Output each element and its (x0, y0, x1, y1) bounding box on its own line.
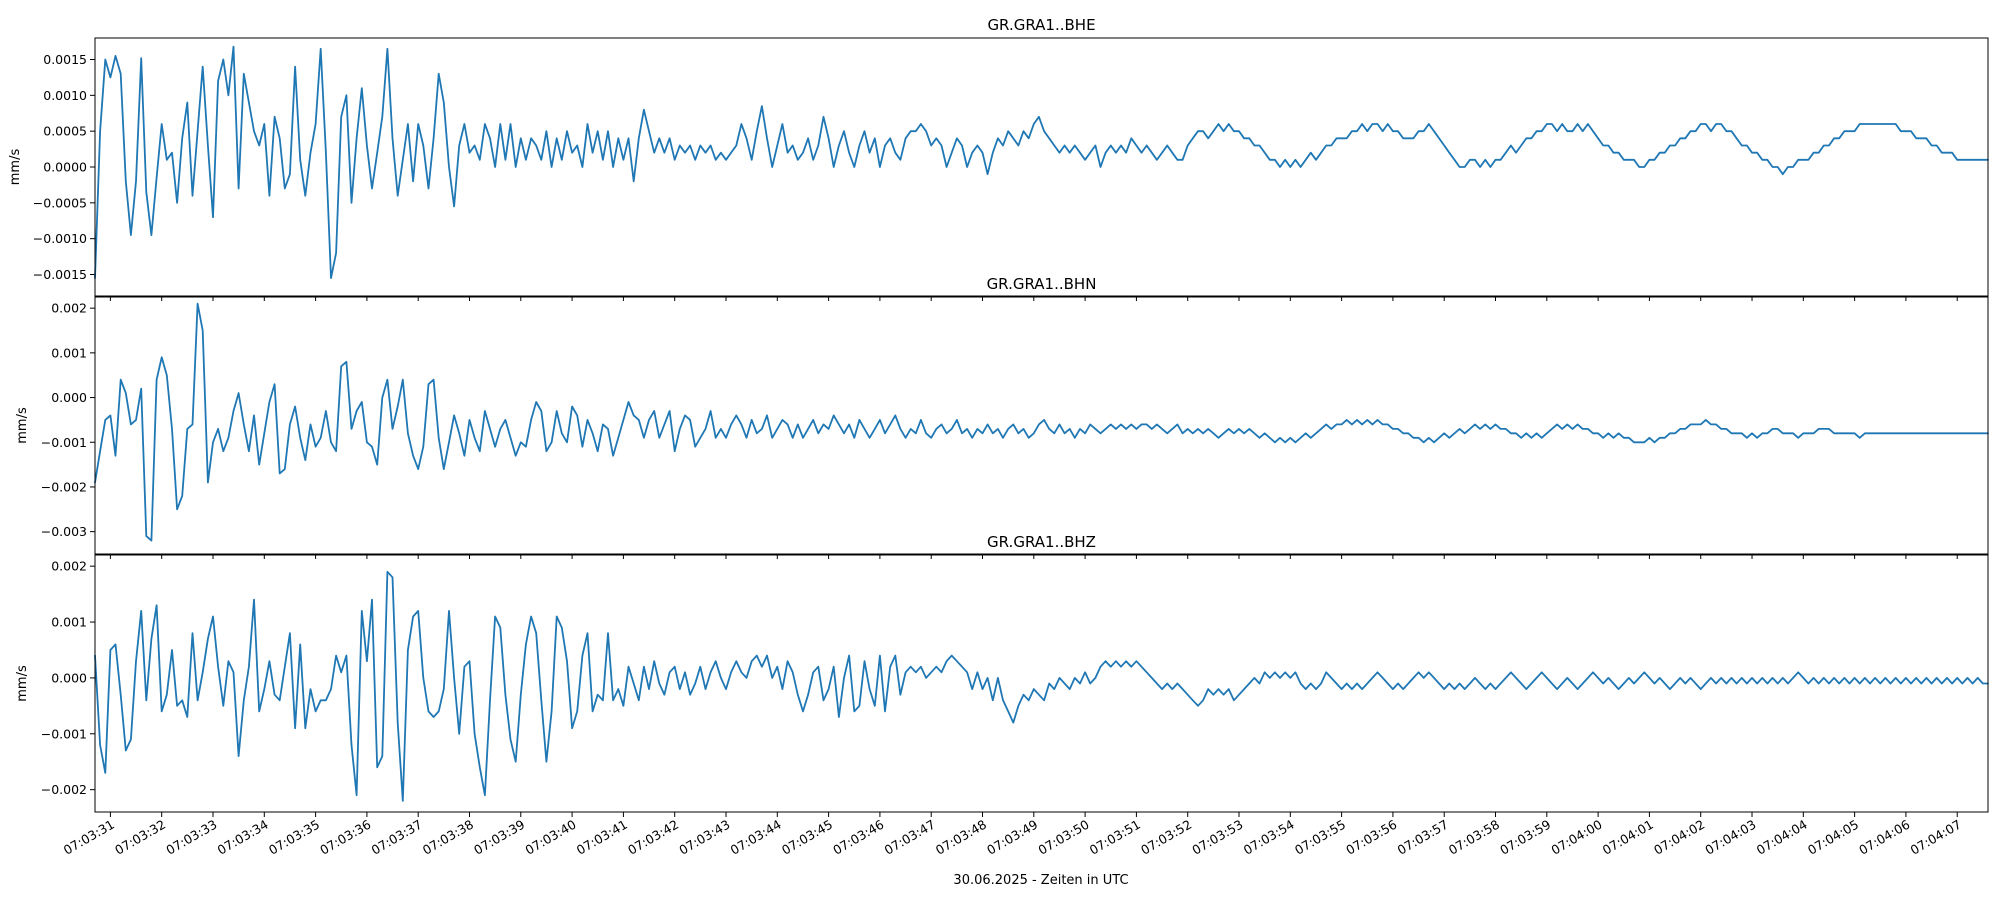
y-tick-label: 0.000 (51, 670, 87, 685)
x-tick-label: 07:03:59 (1497, 817, 1553, 858)
x-tick-label: 07:03:47 (882, 817, 938, 858)
y-tick-label: 0.0005 (43, 124, 87, 139)
x-tick-label: 07:03:45 (779, 817, 835, 858)
y-tick-label: −0.0015 (33, 267, 87, 282)
panel-title: GR.GRA1..BHE (987, 16, 1095, 34)
x-tick-label: 07:03:35 (266, 817, 322, 858)
x-tick-label: 07:04:03 (1702, 817, 1758, 858)
x-tick-label: 07:03:55 (1292, 817, 1348, 858)
x-tick-label: 07:03:58 (1446, 817, 1502, 858)
x-tick-label: 07:03:48 (933, 817, 989, 858)
y-tick-label: −0.0005 (33, 195, 87, 210)
y-tick-label: −0.002 (41, 479, 87, 494)
y-tick-label: −0.0010 (33, 231, 87, 246)
x-tick-label: 07:04:07 (1908, 817, 1964, 858)
x-tick-label: 07:03:41 (574, 817, 630, 858)
x-tick-label: 07:03:49 (984, 817, 1040, 858)
x-tick-label: 07:03:39 (471, 817, 527, 858)
x-tick-label: 07:03:57 (1395, 817, 1451, 858)
x-tick-label: 07:04:05 (1805, 817, 1861, 858)
x-tick-label: 07:03:51 (1087, 817, 1143, 858)
panel-frame (94, 296, 1989, 555)
panel-title: GR.GRA1..BHN (987, 275, 1097, 293)
x-tick-label: 07:03:34 (215, 817, 271, 858)
x-tick-label: 07:03:37 (369, 817, 425, 858)
x-axis: 07:03:3107:03:3207:03:3307:03:3407:03:35… (61, 817, 1964, 858)
y-tick-label: 0.001 (51, 345, 87, 360)
x-tick-label: 07:03:38 (420, 817, 476, 858)
y-axis-label: mm/s (15, 407, 30, 444)
x-tick-label: 07:03:54 (1241, 817, 1297, 858)
y-tick-label: 0.0010 (43, 88, 87, 103)
waveform-trace (94, 302, 1989, 542)
x-tick-label: 07:03:44 (728, 817, 784, 858)
waveform-trace (94, 45, 1989, 280)
x-tick-label: 07:03:31 (61, 817, 117, 858)
panel-frame (94, 37, 1989, 297)
y-tick-label: 0.001 (51, 615, 87, 630)
y-tick-label: 0.000 (51, 390, 87, 405)
x-tick-label: 07:03:52 (1138, 817, 1194, 858)
y-tick-label: −0.003 (41, 524, 87, 539)
y-tick-label: −0.002 (41, 782, 87, 797)
x-tick-label: 07:03:53 (1189, 817, 1245, 858)
x-tick-label: 07:03:56 (1343, 817, 1399, 858)
waveform-trace (94, 570, 1989, 802)
x-tick-label: 07:03:40 (522, 817, 578, 858)
x-tick-label: 07:04:00 (1548, 817, 1604, 858)
panel-1: GR.GRA1..BHE mm/s −0.0015 −0.0010 −0.0005 0.0… (8, 16, 1989, 301)
panel-title: GR.GRA1..BHZ (987, 533, 1096, 551)
y-tick-label: 0.0000 (43, 160, 87, 175)
y-tick-label: 0.002 (51, 301, 87, 316)
x-tick-label: 07:03:36 (317, 817, 373, 858)
x-tick-label: 07:04:06 (1856, 817, 1912, 858)
x-tick-label: 07:04:04 (1754, 817, 1810, 858)
x-tick-label: 07:04:02 (1651, 817, 1707, 858)
y-axis-label: mm/s (8, 149, 23, 186)
y-tick-label: 0.002 (51, 559, 87, 574)
x-tick-label: 07:04:01 (1600, 817, 1656, 858)
panel-frame (94, 554, 1989, 813)
x-tick-label: 07:03:46 (830, 817, 886, 858)
x-tick-label: 07:03:32 (112, 817, 168, 858)
panel-2: GR.GRA1..BHN mm/s −0.003 −0.002 −0.001 0.000 0… (15, 275, 1989, 559)
panel-3: GR.GRA1..BHZ mm/s −0.002 −0.001 0.000 0.001 0.… (15, 533, 1989, 817)
y-axis-label: mm/s (15, 665, 30, 702)
y-tick-label: −0.001 (41, 435, 87, 450)
x-axis-label: 30.06.2025 - Zeiten in UTC (953, 873, 1128, 888)
y-tick-label: −0.001 (41, 726, 87, 741)
y-tick-label: 0.0015 (43, 52, 87, 67)
x-tick-label: 07:03:50 (1035, 817, 1091, 858)
x-tick-label: 07:03:42 (625, 817, 681, 858)
x-tick-label: 07:03:43 (676, 817, 732, 858)
x-tick-label: 07:03:33 (163, 817, 219, 858)
